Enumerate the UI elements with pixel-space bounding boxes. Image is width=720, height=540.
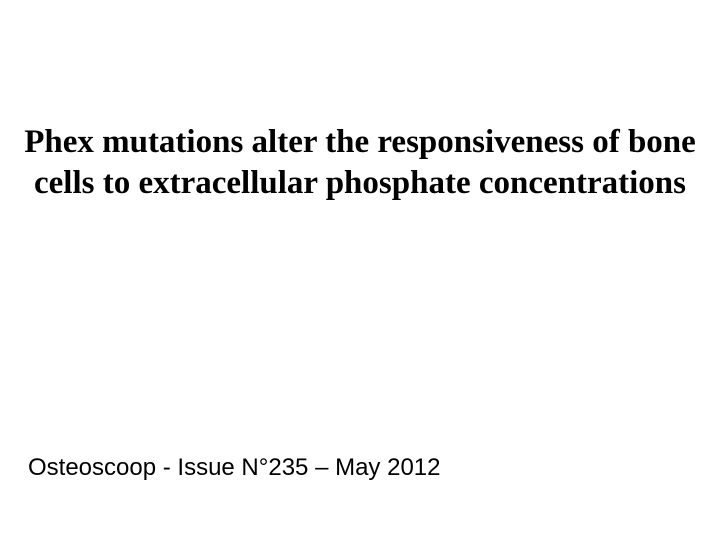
slide-footer: Osteoscoop - Issue N°235 – May 2012 <box>28 454 441 482</box>
slide-title: Phex mutations alter the responsiveness … <box>20 122 700 205</box>
slide: Phex mutations alter the responsiveness … <box>0 0 720 540</box>
